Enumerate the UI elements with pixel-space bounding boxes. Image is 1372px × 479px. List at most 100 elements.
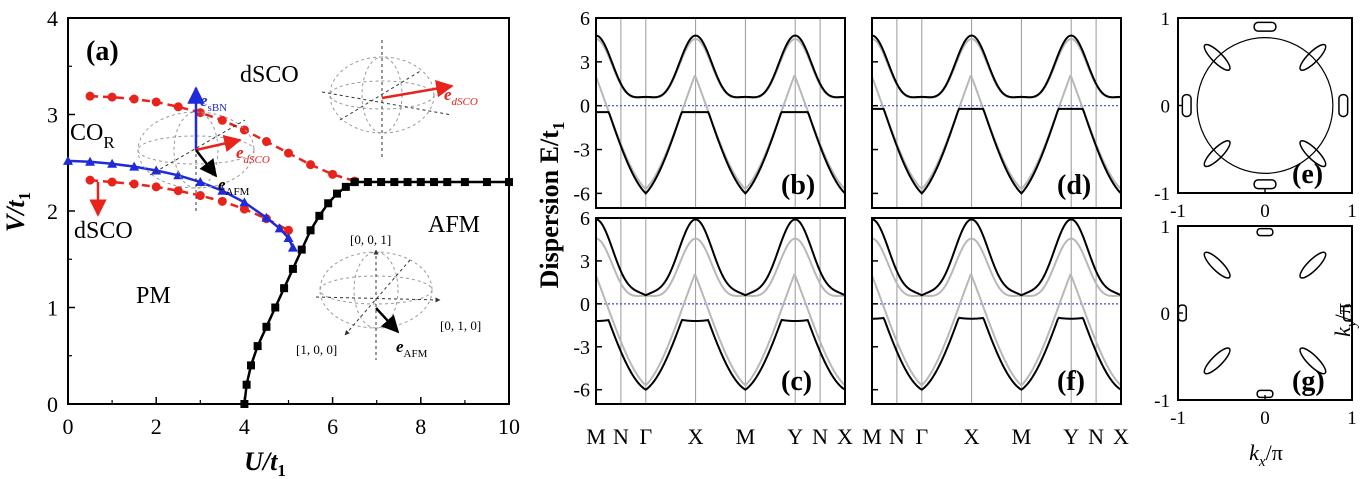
data-point	[85, 91, 95, 101]
fermi-x-tick-label: -1	[1170, 408, 1186, 429]
band-gray-upper	[595, 38, 846, 99]
data-point	[333, 189, 342, 198]
fermi-x-tick-label: -1	[1170, 201, 1186, 222]
axis-001-label: [0, 0, 1]	[350, 232, 391, 247]
fermi-x-tick-label: 0	[1260, 201, 1270, 222]
fermi-frame	[1177, 17, 1353, 194]
data-point	[261, 137, 271, 147]
data-point	[274, 223, 285, 233]
band-y-tick-label: -6	[573, 380, 590, 402]
fermi-pocket	[1299, 251, 1327, 279]
data-point	[262, 322, 271, 331]
data-point	[173, 102, 183, 112]
band-black-upper	[871, 34, 1122, 99]
band-panel-f: (f)M N Γ X M Y N X	[862, 217, 1129, 449]
data-point	[280, 284, 289, 293]
data-point	[306, 160, 316, 170]
fermi-frame	[1177, 225, 1353, 401]
band-y-tick-label: -6	[573, 183, 590, 205]
data-point	[173, 186, 183, 196]
band-panel-c: 630-3-6 (c)M N Γ X M Y N X	[573, 208, 853, 449]
data-point	[284, 225, 293, 235]
data-point	[129, 94, 139, 104]
data-point	[217, 196, 227, 206]
fermi-edge-pocket	[1181, 93, 1192, 118]
band-black-upper	[871, 218, 1122, 297]
panel-label-d: (d)	[1057, 170, 1091, 201]
data-point	[390, 178, 399, 187]
fermi-y-tick-label: 0	[1161, 97, 1171, 118]
band-y-tick-label: 3	[580, 52, 590, 74]
e-afm-arrow	[195, 149, 218, 178]
band-gray-upper	[595, 237, 846, 297]
data-point	[482, 178, 491, 187]
e-dsco-arrow-2	[195, 134, 242, 153]
y-tick-label-a: 3	[47, 103, 58, 128]
data-point	[283, 233, 294, 243]
k-label: Γ	[639, 424, 652, 449]
x-tick-label-a: 8	[415, 414, 426, 439]
data-point	[129, 179, 139, 189]
region-afm-label: AFM	[428, 212, 480, 238]
panel-label-g: (g)	[1292, 366, 1325, 397]
y-tick-label-a: 0	[47, 392, 58, 417]
y-tick-label-a: 1	[47, 296, 58, 321]
data-point	[284, 148, 293, 158]
axis-010-label: [0, 1, 0]	[440, 318, 481, 333]
band-black-lower	[872, 107, 1122, 195]
data-point	[271, 303, 280, 312]
band-y-tick-label: 0	[580, 96, 590, 118]
x-axis-title-a: U/t1	[244, 447, 286, 479]
data-point	[324, 199, 333, 208]
band-frame	[871, 17, 1122, 209]
data-point	[328, 169, 338, 179]
band-y-tick-label: 0	[580, 294, 590, 316]
e-dsco-label: edSCO	[444, 85, 478, 108]
data-point	[107, 158, 118, 168]
band-gray-lower	[871, 273, 1122, 387]
data-point	[443, 178, 452, 187]
k-label: N	[613, 424, 629, 449]
data-point	[107, 92, 117, 102]
band-frame	[595, 17, 846, 209]
x-tick-label-a: 0	[63, 414, 74, 439]
band-y-tick-label: 3	[580, 251, 590, 273]
data-point	[151, 97, 161, 107]
phase-diagram-panel: 0 2 4 6 8 10 0 1 2 3 4	[1, 6, 520, 479]
band-y-tick-label: 6	[580, 208, 590, 230]
x-tick-label-a: 4	[239, 414, 250, 439]
data-series-a	[63, 91, 513, 408]
fermi-edge-pocket	[1256, 227, 1274, 237]
y-axis-title-fermi: ky/π	[1330, 303, 1360, 337]
x-axis-title-fermi: kx/π	[1249, 440, 1283, 470]
data-point	[288, 264, 297, 273]
band-black-lower	[871, 316, 1122, 391]
data-point	[247, 361, 256, 370]
data-point	[239, 197, 250, 207]
band-y-tick-label: -3	[573, 337, 590, 359]
k-label: M	[586, 424, 606, 449]
data-point	[63, 155, 73, 165]
y-tick-label-a: 2	[47, 199, 58, 224]
series-line	[89, 178, 290, 232]
panel-label-b: (b)	[781, 170, 815, 201]
band-black-upper	[595, 218, 846, 297]
data-point	[253, 342, 262, 351]
panel-label-e: (e)	[1292, 159, 1323, 190]
k-label: Γ	[915, 424, 928, 449]
data-point	[240, 400, 249, 408]
band-y-tick-label: 6	[580, 8, 590, 30]
k-label: N	[1088, 424, 1104, 449]
band-panel-d: (d)	[871, 17, 1122, 209]
band-gray-upper	[871, 38, 1122, 99]
e-sbn-label: esBN	[200, 91, 227, 114]
e-afm-label: eAFM	[218, 175, 250, 198]
fermi-y-tick-label: 0	[1161, 304, 1171, 325]
x-tick-label-a: 6	[327, 414, 338, 439]
data-point	[242, 380, 251, 389]
region-cor-label: COR	[70, 120, 115, 152]
fermi-x-tick-label: 0	[1260, 408, 1270, 429]
panel-label-a: (a)	[86, 36, 119, 67]
data-point	[195, 191, 205, 201]
data-point	[129, 161, 140, 171]
